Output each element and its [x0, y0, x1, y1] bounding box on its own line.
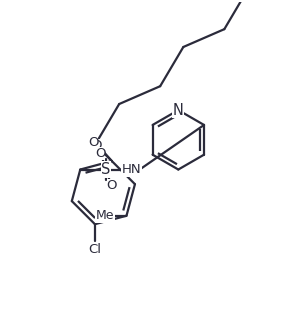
Text: N: N	[173, 103, 184, 117]
Text: O: O	[107, 179, 117, 192]
Text: O: O	[95, 147, 105, 160]
Text: S: S	[101, 162, 111, 177]
Text: Me: Me	[95, 209, 114, 222]
Text: Cl: Cl	[88, 243, 101, 256]
Text: O: O	[88, 136, 98, 149]
Text: HN: HN	[122, 163, 142, 176]
Text: O: O	[91, 139, 102, 152]
